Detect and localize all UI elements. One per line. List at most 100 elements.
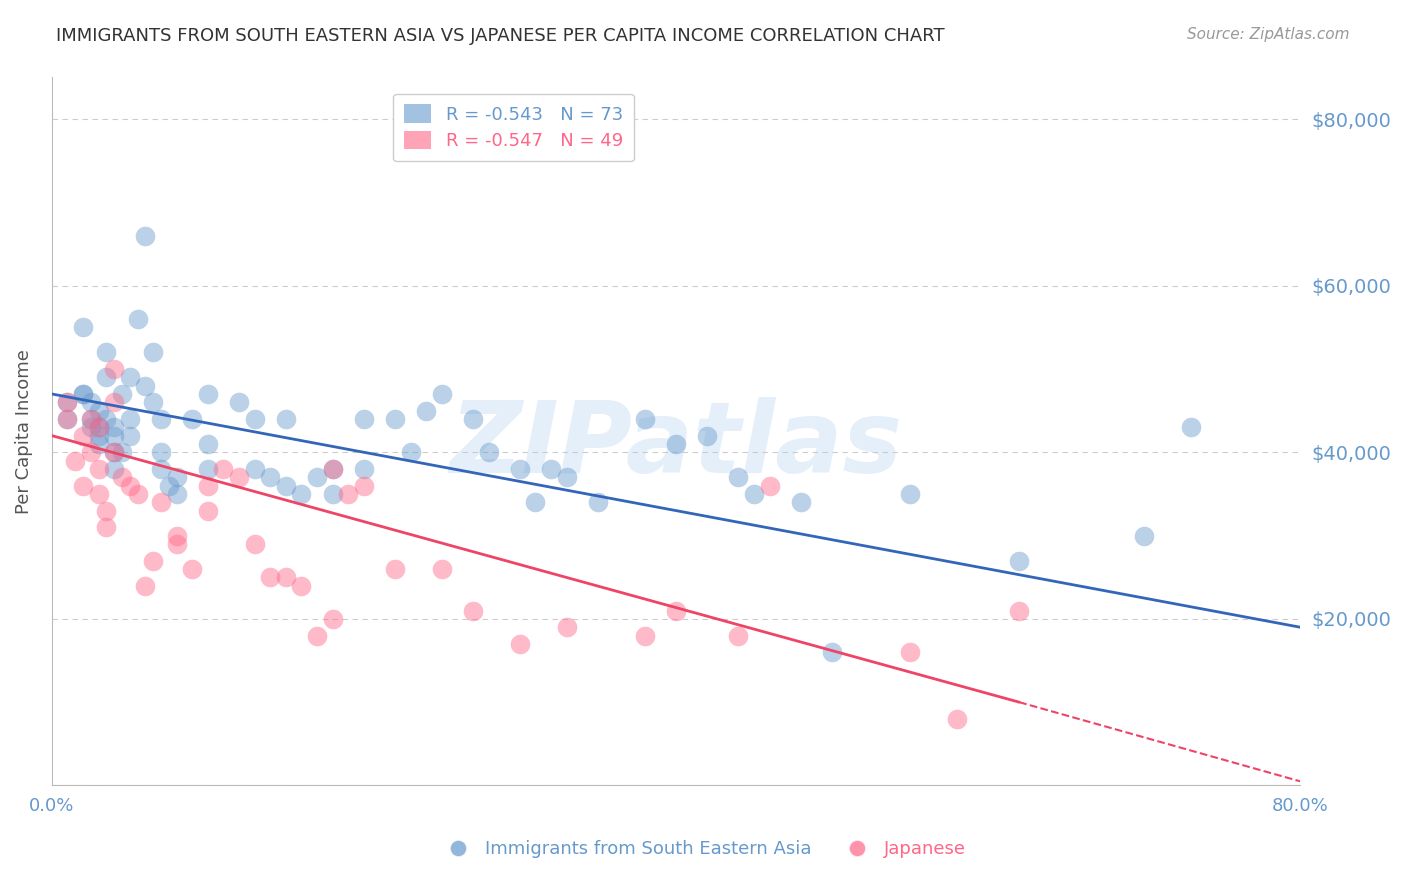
Point	[555, 470, 578, 484]
Point	[87, 428, 110, 442]
Text: Source: ZipAtlas.com: Source: ZipAtlas.com	[1187, 27, 1350, 42]
Legend: Immigrants from South Eastern Asia, Japanese: Immigrants from South Eastern Asia, Japa…	[433, 833, 973, 865]
Point	[727, 628, 749, 642]
Point	[80, 420, 103, 434]
Point	[56, 412, 79, 426]
Point	[197, 462, 219, 476]
Point	[399, 445, 422, 459]
Text: ZIPatlas: ZIPatlas	[450, 397, 903, 494]
Point	[72, 320, 94, 334]
Point	[103, 362, 125, 376]
Point	[72, 478, 94, 492]
Point	[134, 228, 156, 243]
Point	[80, 412, 103, 426]
Point	[166, 537, 188, 551]
Point	[259, 470, 281, 484]
Point	[142, 553, 165, 567]
Point	[197, 387, 219, 401]
Point	[111, 387, 134, 401]
Point	[181, 412, 204, 426]
Point	[111, 445, 134, 459]
Point	[134, 578, 156, 592]
Point	[322, 462, 344, 476]
Point	[353, 412, 375, 426]
Point	[586, 495, 609, 509]
Point	[509, 462, 531, 476]
Point	[821, 645, 844, 659]
Point	[96, 370, 118, 384]
Point	[96, 503, 118, 517]
Point	[509, 637, 531, 651]
Point	[384, 562, 406, 576]
Point	[87, 437, 110, 451]
Point	[322, 487, 344, 501]
Point	[149, 495, 172, 509]
Point	[63, 453, 86, 467]
Point	[96, 412, 118, 426]
Point	[228, 395, 250, 409]
Point	[789, 495, 811, 509]
Point	[197, 503, 219, 517]
Point	[415, 403, 437, 417]
Point	[274, 478, 297, 492]
Point	[87, 487, 110, 501]
Point	[134, 378, 156, 392]
Point	[118, 478, 141, 492]
Point	[80, 445, 103, 459]
Point	[945, 712, 967, 726]
Point	[337, 487, 360, 501]
Point	[149, 445, 172, 459]
Point	[142, 345, 165, 359]
Point	[118, 412, 141, 426]
Point	[353, 462, 375, 476]
Point	[665, 437, 688, 451]
Point	[157, 478, 180, 492]
Point	[305, 470, 328, 484]
Point	[322, 462, 344, 476]
Point	[181, 562, 204, 576]
Point	[742, 487, 765, 501]
Point	[259, 570, 281, 584]
Point	[72, 387, 94, 401]
Point	[197, 437, 219, 451]
Point	[72, 428, 94, 442]
Point	[166, 487, 188, 501]
Point	[87, 420, 110, 434]
Point	[87, 420, 110, 434]
Y-axis label: Per Capita Income: Per Capita Income	[15, 349, 32, 514]
Point	[353, 478, 375, 492]
Point	[96, 520, 118, 534]
Point	[665, 603, 688, 617]
Point	[478, 445, 501, 459]
Point	[384, 412, 406, 426]
Point	[1008, 603, 1031, 617]
Point	[87, 403, 110, 417]
Point	[197, 478, 219, 492]
Point	[103, 395, 125, 409]
Point	[430, 387, 453, 401]
Point	[80, 395, 103, 409]
Point	[96, 345, 118, 359]
Point	[898, 487, 921, 501]
Point	[274, 570, 297, 584]
Point	[56, 412, 79, 426]
Point	[103, 445, 125, 459]
Point	[111, 470, 134, 484]
Point	[540, 462, 562, 476]
Point	[56, 395, 79, 409]
Point	[305, 628, 328, 642]
Point	[87, 462, 110, 476]
Point	[243, 462, 266, 476]
Point	[212, 462, 235, 476]
Point	[243, 412, 266, 426]
Point	[274, 412, 297, 426]
Point	[80, 412, 103, 426]
Point	[72, 387, 94, 401]
Point	[555, 620, 578, 634]
Point	[322, 612, 344, 626]
Point	[634, 628, 657, 642]
Point	[166, 470, 188, 484]
Point	[290, 487, 312, 501]
Text: IMMIGRANTS FROM SOUTH EASTERN ASIA VS JAPANESE PER CAPITA INCOME CORRELATION CHA: IMMIGRANTS FROM SOUTH EASTERN ASIA VS JA…	[56, 27, 945, 45]
Point	[166, 528, 188, 542]
